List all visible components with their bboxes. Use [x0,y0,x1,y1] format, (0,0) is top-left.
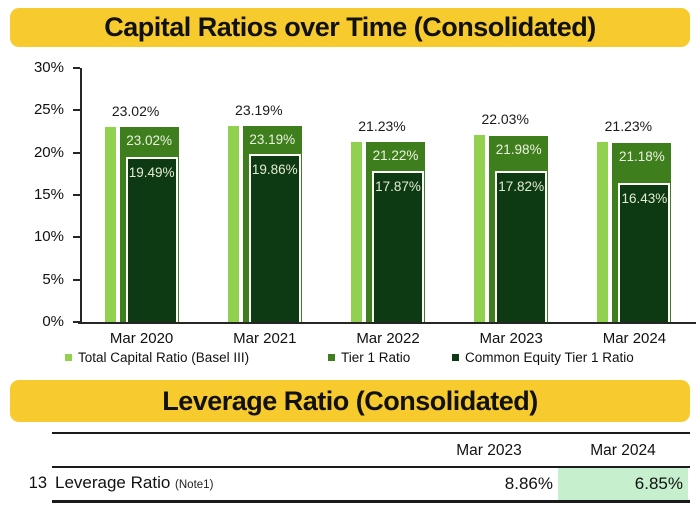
y-axis-label: 5% [42,270,64,288]
bar-common-equity-tier1-ratio [248,153,301,322]
y-axis-tick [73,236,80,239]
cet1-ratio-label: 17.87% [375,178,421,194]
legend-item: Tier 1 Ratio [328,350,410,366]
table-header-mar-2024: Mar 2024 [590,442,656,459]
table-header-mar-2023: Mar 2023 [456,442,522,459]
table-header-border [52,466,690,468]
highlighted-cell [558,468,688,500]
bar-common-equity-tier1-ratio [125,156,178,322]
leverage-ratio-label: Leverage Ratio [55,473,171,492]
note-reference: (Note1) [175,479,214,491]
leverage-ratio-title: Leverage Ratio (Consolidated) [10,380,690,422]
y-axis-label: 0% [42,313,64,330]
y-axis-tick [73,109,80,112]
y-axis-line [80,68,82,324]
x-axis-category-label: Mar 2024 [602,330,667,347]
tier1-ratio-label: 21.18% [618,148,665,164]
y-axis-tick [73,67,80,69]
y-axis-tick [73,321,80,323]
total-capital-ratio-label: 23.02% [111,103,160,120]
bar-common-equity-tier1-ratio [618,182,671,322]
tier1-ratio-label: 21.22% [372,148,419,164]
y-axis-label: 15% [33,186,64,203]
table-row-number: 13 [28,474,47,492]
bar-total-capital-ratio [597,142,609,322]
tier1-ratio-label: 23.19% [249,131,296,147]
table-top-border [52,432,690,434]
cet1-ratio-label: 19.86% [251,161,298,177]
y-axis-tick [73,151,80,154]
x-axis-category-label: Mar 2023 [479,330,543,347]
legend-label: Total Capital Ratio (Basel III) [78,350,250,365]
capital-ratios-chart: 0% 5% 10% 15% 20% 25% 30% 23.02% 23.02% 19.49% Mar… [0,59,700,375]
bar-total-capital-ratio [474,135,486,322]
bar-common-equity-tier1-ratio [495,171,548,322]
cet1-ratio-label: 16.43% [621,190,668,206]
legend-item: Common Equity Tier 1 Ratio [452,350,634,366]
bar-total-capital-ratio [351,142,362,322]
table-bottom-border [52,500,690,503]
legend-swatch-icon [65,354,72,361]
capital-ratios-title: Capital Ratios over Time (Consolidated) [10,8,690,47]
legend-swatch-icon [328,354,335,361]
total-capital-ratio-label: 21.23% [604,118,653,135]
legend-item: Total Capital Ratio (Basel III) [65,350,249,366]
total-capital-ratio-label: 22.03% [481,111,529,128]
bar-common-equity-tier1-ratio [372,170,424,322]
y-axis-label: 25% [33,101,64,119]
y-axis-tick [73,278,80,281]
total-capital-ratio-label: 21.23% [358,118,406,135]
bar-total-capital-ratio [227,125,239,322]
x-axis-category-label: Mar 2021 [233,330,297,347]
tier1-ratio-label: 23.02% [126,133,172,149]
legend-label: Common Equity Tier 1 Ratio [465,350,634,365]
table-row-label: Leverage Ratio (Note1) [55,473,213,493]
cet1-ratio-label: 19.49% [128,164,175,180]
y-axis-label: 10% [33,228,64,246]
leverage-ratio-value-2023: 8.86% [504,474,553,493]
y-axis-label: 30% [33,59,64,76]
tier1-ratio-label: 21.98% [495,141,542,157]
legend-swatch-icon [452,354,459,361]
x-axis-category-label: Mar 2022 [356,330,420,347]
y-axis-tick [73,194,80,196]
y-axis-label: 20% [33,143,64,161]
leverage-ratio-value-2024: 6.85% [634,474,683,493]
bar-total-capital-ratio [104,127,116,322]
cet1-ratio-label: 17.82% [498,179,545,195]
total-capital-ratio-label: 23.19% [235,101,283,118]
legend-label: Tier 1 Ratio [341,350,411,365]
x-axis-line [78,322,696,324]
x-axis-category-label: Mar 2020 [109,330,174,347]
